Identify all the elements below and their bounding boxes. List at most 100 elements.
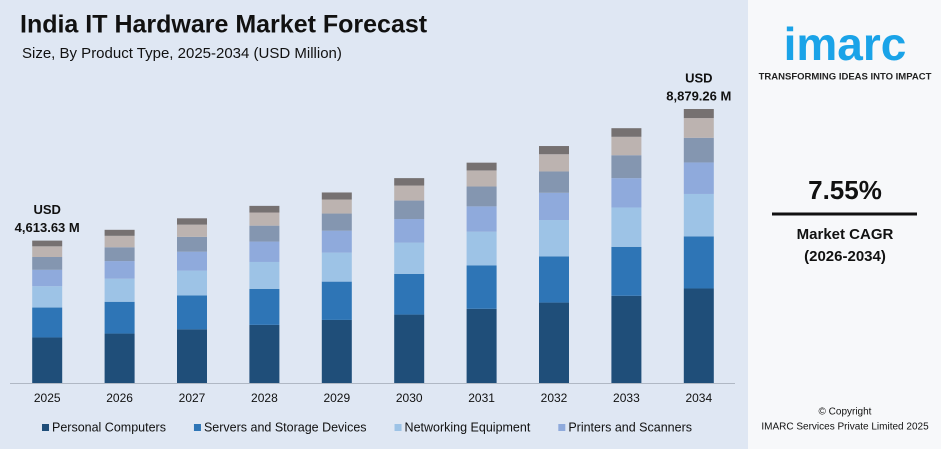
cagr-period: (2026-2034) — [804, 248, 886, 265]
bar-segment — [683, 236, 714, 289]
bar-segment — [104, 333, 135, 383]
logo: imarc — [784, 18, 907, 70]
bar-segment — [104, 229, 135, 236]
bar-segment — [466, 265, 497, 309]
x-tick-label: 2034 — [685, 391, 712, 405]
total-label: USD — [33, 202, 60, 217]
bar-segment — [32, 246, 63, 258]
legend-swatch — [193, 424, 201, 431]
legend-swatch — [394, 424, 402, 431]
bar-segment — [104, 261, 135, 279]
cagr-value: 7.55% — [808, 175, 882, 205]
bar-segment — [104, 235, 135, 248]
legend-swatch — [558, 424, 566, 431]
sidebar-background — [748, 0, 941, 449]
bar-segment — [394, 273, 425, 315]
bar-segment — [177, 329, 207, 383]
legend-swatch — [42, 424, 49, 431]
bar-segment — [466, 170, 497, 187]
chart-title: India IT Hardware Market Forecast — [20, 11, 428, 39]
bar-segment — [683, 118, 714, 138]
bar-segment — [466, 206, 497, 232]
x-tick-label: 2031 — [468, 391, 495, 405]
bar-segment — [394, 200, 425, 220]
bar-segment — [539, 302, 569, 383]
bar-segment — [32, 307, 63, 338]
bar-segment — [611, 155, 642, 179]
bar-segment — [466, 186, 497, 207]
bar-segment — [249, 225, 280, 242]
x-tick-label: 2033 — [613, 391, 640, 405]
x-tick-label: 2029 — [323, 391, 350, 405]
bar-segment — [466, 308, 497, 383]
bar-segment — [32, 286, 63, 308]
bar-segment — [249, 212, 280, 226]
bar-segment — [321, 199, 352, 214]
bar-segment — [177, 224, 207, 237]
bar-segment — [394, 219, 425, 243]
bar-segment — [177, 295, 207, 330]
bar-segment — [683, 109, 714, 119]
bar-segment — [249, 261, 280, 289]
bar-segment — [104, 278, 135, 302]
company: IMARC Services Private Limited 2025 — [761, 422, 929, 433]
bar-segment — [177, 270, 207, 296]
bar-segment — [321, 230, 352, 253]
x-tick-label: 2028 — [251, 391, 278, 405]
bar-segment — [32, 269, 63, 287]
bar-segment — [539, 192, 569, 221]
x-tick-label: 2030 — [396, 391, 423, 405]
bar-segment — [539, 146, 569, 155]
bar-segment — [104, 301, 135, 334]
copyright: © Copyright — [819, 407, 872, 418]
bar-segment — [394, 178, 425, 186]
bar-segment — [321, 252, 352, 282]
bar-segment — [683, 162, 714, 194]
legend-label: Printers and Scanners — [568, 420, 692, 434]
total-label: USD — [685, 70, 712, 85]
x-tick-label: 2027 — [179, 391, 206, 405]
bar-segment — [394, 242, 425, 274]
bar-segment — [683, 288, 714, 383]
bar-segment — [611, 128, 642, 137]
bar-segment — [177, 218, 207, 225]
bar-segment — [394, 314, 425, 383]
legend-label: Servers and Storage Devices — [204, 420, 367, 434]
legend-label: Networking Equipment — [405, 420, 531, 434]
bar-segment — [32, 337, 63, 383]
total-label: 8,879.26 M — [666, 88, 731, 103]
bar-segment — [177, 236, 207, 252]
x-tick-label: 2026 — [106, 391, 133, 405]
bar-segment — [611, 178, 642, 208]
bar-segment — [466, 162, 497, 171]
bar-segment — [32, 240, 63, 247]
x-tick-label: 2032 — [541, 391, 568, 405]
bar-segment — [32, 257, 63, 270]
bar-segment — [611, 295, 642, 383]
cagr-label: Market CAGR — [797, 226, 894, 243]
bar-segment — [249, 241, 280, 262]
bar-segment — [683, 137, 714, 163]
tagline: TRANSFORMING IDEAS INTO IMPACT — [759, 72, 932, 83]
bar-segment — [321, 192, 352, 200]
bar-segment — [683, 193, 714, 237]
x-tick-label: 2025 — [34, 391, 61, 405]
bar-segment — [321, 213, 352, 231]
total-label: 4,613.63 M — [15, 220, 80, 235]
bar-segment — [611, 136, 642, 156]
bar-segment — [321, 319, 352, 383]
bar-segment — [249, 324, 280, 383]
bar-segment — [104, 247, 135, 262]
legend-label: Personal Computers — [52, 420, 166, 434]
bar-segment — [611, 207, 642, 247]
bar-segment — [539, 171, 569, 193]
bar-segment — [177, 251, 207, 271]
chart-subtitle: Size, By Product Type, 2025-2034 (USD Mi… — [22, 45, 342, 62]
bar-segment — [611, 246, 642, 296]
bar-segment — [539, 154, 569, 172]
bar-segment — [539, 256, 569, 303]
bar-segment — [249, 288, 280, 325]
bar-segment — [249, 205, 280, 213]
bar-segment — [466, 231, 497, 266]
